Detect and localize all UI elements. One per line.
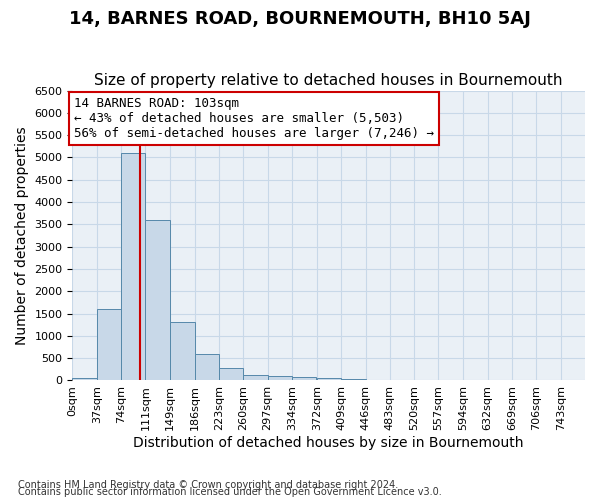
Bar [292,377,316,380]
X-axis label: Distribution of detached houses by size in Bournemouth: Distribution of detached houses by size … [133,436,524,450]
Bar [121,153,145,380]
Text: Contains public sector information licensed under the Open Government Licence v3: Contains public sector information licen… [18,487,442,497]
Bar [97,309,121,380]
Text: Contains HM Land Registry data © Crown copyright and database right 2024.: Contains HM Land Registry data © Crown c… [18,480,398,490]
Bar [145,220,170,380]
Text: 14 BARNES ROAD: 103sqm
← 43% of detached houses are smaller (5,503)
56% of semi-: 14 BARNES ROAD: 103sqm ← 43% of detached… [74,97,434,140]
Text: 14, BARNES ROAD, BOURNEMOUTH, BH10 5AJ: 14, BARNES ROAD, BOURNEMOUTH, BH10 5AJ [69,10,531,28]
Bar [219,368,243,380]
Bar [73,378,97,380]
Title: Size of property relative to detached houses in Bournemouth: Size of property relative to detached ho… [94,73,563,88]
Bar [268,376,292,380]
Bar [194,354,219,380]
Y-axis label: Number of detached properties: Number of detached properties [15,126,29,345]
Bar [317,378,341,380]
Bar [243,374,268,380]
Bar [170,322,194,380]
Bar [341,379,365,380]
